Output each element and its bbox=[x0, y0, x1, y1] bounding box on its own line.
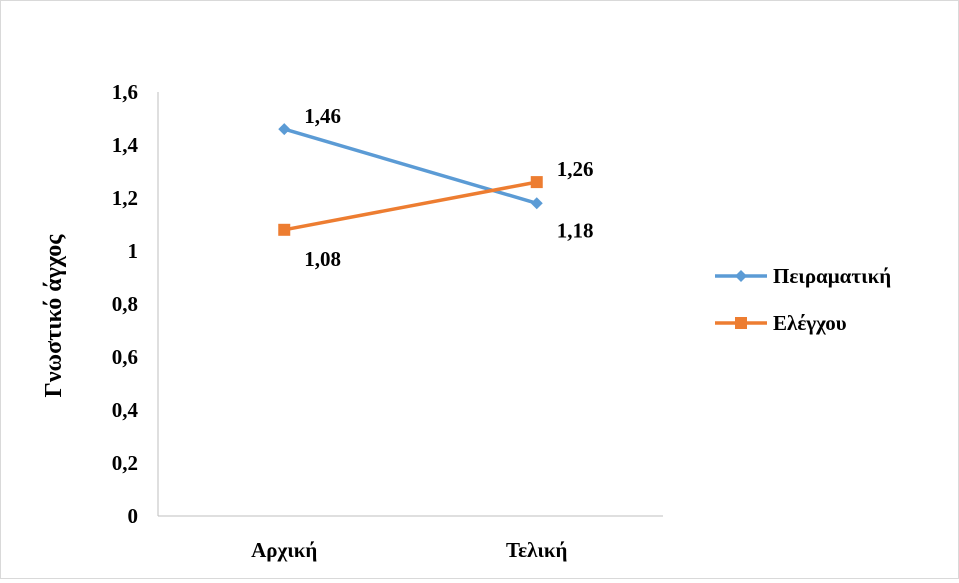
y-tick-label: 1,6 bbox=[112, 80, 138, 104]
legend-item: Ελέγχου bbox=[715, 311, 847, 335]
series-2: 1,08 1,26 bbox=[278, 157, 594, 271]
y-tick-label: 0 bbox=[128, 504, 139, 528]
data-label: 1,08 bbox=[304, 247, 341, 271]
series-line bbox=[283, 127, 538, 205]
y-tick-label: 1,2 bbox=[112, 186, 138, 210]
data-label: 1,46 bbox=[304, 104, 341, 128]
legend-marker bbox=[735, 270, 747, 282]
y-tick-label: 0,2 bbox=[112, 451, 138, 475]
data-point-marker bbox=[530, 197, 543, 210]
data-label: 1,18 bbox=[557, 218, 594, 242]
legend-marker bbox=[735, 317, 747, 329]
x-category-label: Τελική bbox=[506, 538, 568, 562]
legend-item: Πειραματική bbox=[715, 264, 891, 288]
y-tick-label: 0,4 bbox=[112, 398, 139, 422]
y-axis-title: Γνωστικό άγχος bbox=[41, 234, 67, 398]
x-category-labels: Αρχική Τελική bbox=[251, 538, 567, 562]
legend-label: Ελέγχου bbox=[773, 311, 847, 335]
y-tick-labels: 0 0,2 0,4 0,6 0,8 1 1,2 1,4 1,6 bbox=[112, 80, 139, 528]
legend: Πειραματική Ελέγχου bbox=[715, 264, 891, 335]
x-category-label: Αρχική bbox=[251, 538, 317, 562]
series-1: 1,46 1,18 bbox=[278, 104, 594, 242]
series-line bbox=[283, 180, 538, 232]
y-tick-label: 0,8 bbox=[112, 292, 138, 316]
data-point-marker bbox=[278, 223, 291, 236]
data-point-marker bbox=[530, 176, 543, 189]
y-tick-label: 1,4 bbox=[112, 133, 139, 157]
series-layer: 1,46 1,18 1,08 1,26 bbox=[278, 104, 594, 271]
legend-label: Πειραματική bbox=[773, 264, 891, 288]
y-tick-label: 1 bbox=[128, 239, 139, 263]
data-point-marker bbox=[278, 123, 291, 136]
y-tick-label: 0,6 bbox=[112, 345, 138, 369]
data-label: 1,26 bbox=[557, 157, 594, 181]
